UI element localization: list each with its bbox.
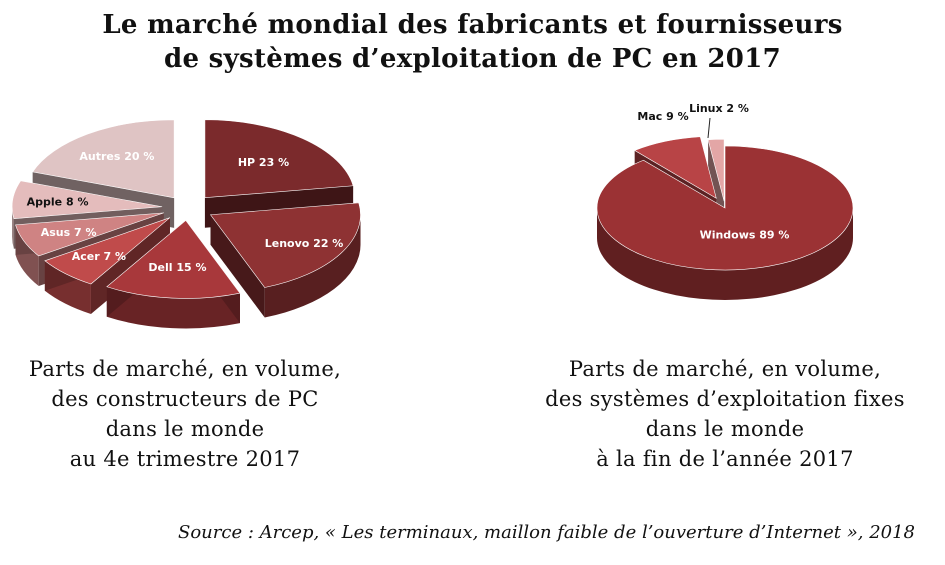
data-label-dell: Dell 15 % [148,261,206,274]
leader-line-linux [707,117,711,139]
data-label-hp: HP 23 % [238,156,289,169]
pie-slice-top-dell [106,219,241,299]
pie-slice-side-lenovo [264,214,361,318]
pie-slice-lenovo [209,202,361,318]
data-label-mac: Mac 9 % [637,110,688,123]
pie-slice-top-apple [11,180,163,220]
data-label-asus: Asus 7 % [41,226,97,239]
data-label-linux: Linux 2 % [689,102,749,115]
data-label-acer: Acer 7 % [72,250,126,263]
chart-title-line-1: Le marché mondial des fabricants et four… [102,10,843,40]
pie-slice-top-asus [15,212,164,257]
caption-line: Parts de marché, en volume, [568,357,882,381]
caption-line: dans le monde [105,417,265,441]
pc-manufacturers-pie-chart: HP 23 % Lenovo 22 % Dell 15 % Acer 7 % Asus … [11,119,361,329]
caption-line: des constructeurs de PC [51,387,319,411]
data-label-lenovo: Lenovo 22 % [265,237,344,250]
chart-title: Le marché mondial des fabricants et four… [0,8,945,76]
caption-line: à la fin de l’année 2017 [596,447,854,471]
pie-slice-face-lenovo [210,214,265,318]
pie-slice-top-autres [32,119,175,199]
pie-slice-top-linux [707,138,725,202]
caption-line: des systèmes d’exploitation fixes [545,387,905,411]
chart-title-line-2: de systèmes d’exploitation de PC en 2017 [164,44,781,74]
os-pie-chart: Windows 89 % Mac 9 %Linux 2 % [596,102,854,300]
caption-line: Parts de marché, en volume, [28,357,342,381]
data-label-windows: Windows 89 % [700,228,790,241]
pie-slice-top-hp [204,119,354,199]
caption-line: dans le monde [645,417,805,441]
data-label-apple: Apple 8 % [27,196,89,209]
os-caption: Parts de marché, en volume, des systèmes… [515,354,935,474]
pie-slice-side-dell [106,286,240,329]
pie-slice-windows [596,145,854,300]
pc-manufacturers-caption: Parts de marché, en volume, des construc… [0,354,370,474]
caption-line: au 4e trimestre 2017 [69,447,301,471]
pie-slice-side-windows [597,208,853,300]
pie-slice-top-acer [44,217,171,285]
source-note: Source : Arcep, « Les terminaux, maillon… [178,522,915,543]
pie-slice-dell [106,219,241,329]
pie-slice-top-lenovo [209,202,361,288]
pie-slice-top-windows [596,145,854,271]
data-label-autres: Autres 20 % [79,150,154,163]
pie-slice-top-mac [633,136,717,199]
